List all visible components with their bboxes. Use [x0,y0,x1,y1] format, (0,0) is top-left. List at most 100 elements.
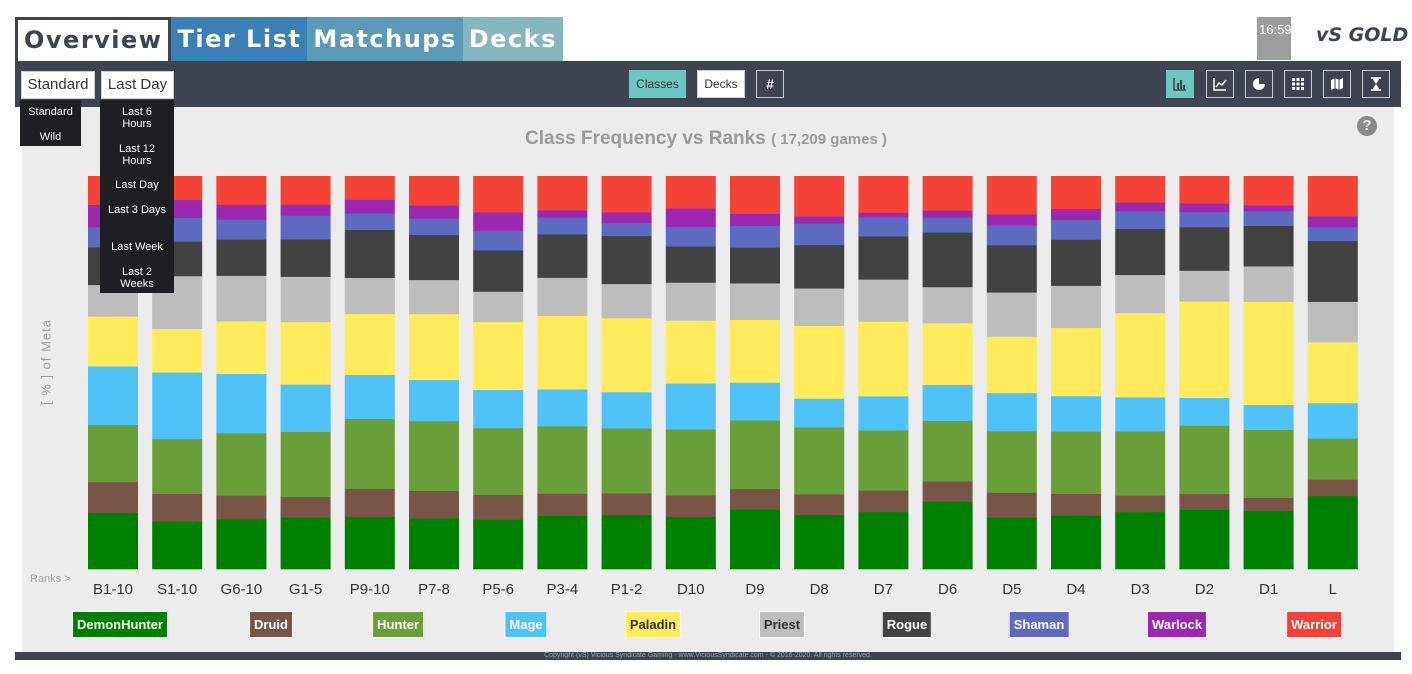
bar-segment-shaman-p5-6[interactable] [473,230,524,251]
bar-segment-warrior-d2[interactable] [1179,176,1230,204]
bar-segment-paladin-d6[interactable] [922,322,973,385]
bar-segment-priest-d8[interactable] [794,288,845,326]
bar-segment-warlock-p3-4[interactable] [537,210,588,218]
bar-segment-mage-b1-10[interactable] [88,366,138,425]
bar-segment-priest-g6-10[interactable] [216,275,267,322]
legend-item-warlock[interactable]: Warlock [1146,611,1208,638]
bar-segment-demonhunter-d1[interactable] [1243,510,1294,570]
bar-segment-warlock-p7-8[interactable] [409,205,459,219]
bar-segment-druid-p5-6[interactable] [473,494,524,520]
help-icon[interactable]: ? [1357,116,1377,136]
legend-item-warrior[interactable]: Warrior [1286,611,1342,638]
bar-segment-demonhunter-p5-6[interactable] [473,519,524,570]
bar-segment-demonhunter-d3[interactable] [1115,511,1166,570]
bar-segment-rogue-p3-4[interactable] [537,234,588,278]
bar-segment-hunter-d9[interactable] [730,420,780,490]
bar-segment-demonhunter-d5[interactable] [986,517,1037,570]
bar-segment-priest-d3[interactable] [1115,274,1166,314]
bar-segment-hunter-d4[interactable] [1051,431,1101,495]
bar-segment-hunter-p7-8[interactable] [409,420,459,491]
bar-segment-demonhunter-s1-10[interactable] [152,521,203,570]
bar-segment-hunter-p5-6[interactable] [473,427,524,496]
tab-matchups[interactable]: Matchups [307,17,463,61]
map-icon[interactable] [1323,70,1351,98]
bar-segment-druid-d7[interactable] [858,490,909,513]
bar-segment-druid-d1[interactable] [1243,497,1294,512]
bar-segment-priest-d7[interactable] [858,279,909,322]
bar-segment-warrior-d9[interactable] [730,176,780,215]
bar-segment-rogue-p1-2[interactable] [601,235,652,285]
bar-segment-hunter-l[interactable] [1307,438,1358,480]
bar-segment-shaman-g6-10[interactable] [216,219,267,240]
bar-segment-paladin-s1-10[interactable] [152,328,203,373]
time-option-last-day[interactable]: Last Day [115,179,159,191]
legend-item-hunter[interactable]: Hunter [372,611,424,638]
bar-segment-mage-d7[interactable] [858,396,909,431]
bar-segment-paladin-p5-6[interactable] [473,321,524,391]
bar-segment-rogue-g6-10[interactable] [216,239,267,276]
bar-segment-hunter-d5[interactable] [986,431,1037,493]
bar-segment-warrior-p9-10[interactable] [344,176,395,200]
bar-segment-shaman-d8[interactable] [794,223,845,246]
bar-segment-druid-d3[interactable] [1115,495,1166,513]
bar-segment-mage-g1-5[interactable] [280,384,331,432]
bar-segment-hunter-p1-2[interactable] [601,428,652,494]
bar-segment-hunter-d3[interactable] [1115,431,1166,496]
bar-segment-hunter-g1-5[interactable] [280,431,331,498]
legend-item-mage[interactable]: Mage [504,611,548,638]
bar-segment-priest-d2[interactable] [1179,270,1230,302]
bar-segment-druid-p3-4[interactable] [537,493,588,516]
bar-segment-priest-p3-4[interactable] [537,277,588,316]
bar-segment-paladin-b1-10[interactable] [88,316,138,367]
bar-segment-druid-d4[interactable] [1051,493,1101,516]
bar-segment-demonhunter-p9-10[interactable] [344,516,395,570]
decks-button[interactable]: Decks [697,70,745,98]
bar-segment-hunter-d7[interactable] [858,430,909,491]
bar-segment-shaman-d2[interactable] [1179,211,1230,228]
bar-segment-druid-d10[interactable] [665,495,716,518]
bar-segment-demonhunter-p3-4[interactable] [537,515,588,570]
bar-segment-demonhunter-d9[interactable] [730,509,780,570]
bar-segment-druid-d2[interactable] [1179,493,1230,510]
legend-item-priest[interactable]: Priest [758,611,806,638]
bar-segment-mage-d8[interactable] [794,398,845,428]
format-option-wild[interactable]: Wild [39,131,62,143]
hash-button[interactable]: # [756,70,784,98]
bar-segment-warlock-d6[interactable] [922,210,973,218]
bar-segment-mage-g6-10[interactable] [216,373,267,434]
bar-segment-priest-p9-10[interactable] [344,277,395,315]
bar-segment-rogue-d7[interactable] [858,236,909,280]
bar-segment-rogue-p7-8[interactable] [409,234,459,281]
bar-segment-shaman-d10[interactable] [665,226,716,247]
bar-segment-mage-d4[interactable] [1051,395,1101,432]
bar-segment-priest-d4[interactable] [1051,285,1101,329]
bar-segment-paladin-d7[interactable] [858,321,909,397]
bar-segment-paladin-d9[interactable] [730,319,780,383]
bar-segment-warrior-d7[interactable] [858,176,909,213]
bar-segment-warrior-d10[interactable] [665,176,716,209]
bar-segment-mage-d1[interactable] [1243,404,1294,430]
bar-segment-hunter-g6-10[interactable] [216,432,267,496]
bar-segment-mage-s1-10[interactable] [152,372,203,440]
bar-segment-druid-d5[interactable] [986,492,1037,518]
bar-segment-rogue-d3[interactable] [1115,228,1166,276]
bar-segment-druid-g1-5[interactable] [280,496,331,518]
bar-segment-rogue-d6[interactable] [922,232,973,288]
bar-chart-icon[interactable] [1166,70,1194,98]
bar-segment-demonhunter-d8[interactable] [794,514,845,570]
bar-segment-warlock-p9-10[interactable] [344,199,395,214]
bar-segment-warlock-d2[interactable] [1179,203,1230,213]
time-option-last-3-days[interactable]: Last 3 Days [107,204,167,216]
bar-segment-druid-d8[interactable] [794,494,845,515]
time-option-last-6-hours[interactable]: Last 6 Hours [122,106,152,130]
bar-segment-rogue-p5-6[interactable] [473,250,524,292]
bar-segment-warlock-d9[interactable] [730,213,780,226]
time-option-last-12-hours[interactable]: Last 12 Hours [118,143,156,167]
bar-segment-warrior-p1-2[interactable] [601,176,652,213]
line-chart-icon[interactable] [1206,70,1234,98]
bar-segment-shaman-d3[interactable] [1115,211,1166,230]
bar-segment-priest-g1-5[interactable] [280,276,331,323]
bar-segment-rogue-d1[interactable] [1243,225,1294,267]
hourglass-icon[interactable] [1362,70,1390,98]
bar-segment-demonhunter-d6[interactable] [922,501,973,570]
